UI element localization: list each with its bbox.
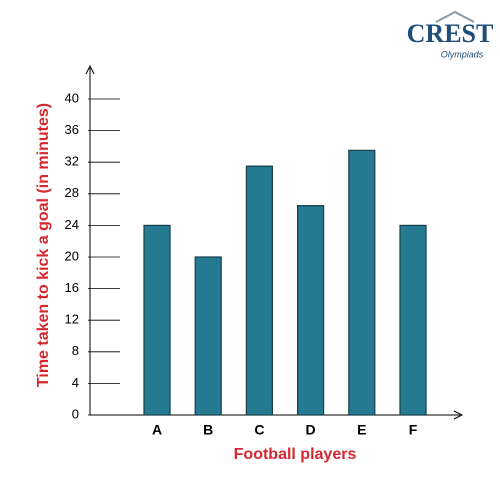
bar: [399, 224, 427, 416]
bar: [297, 205, 325, 416]
logo: CREST Olympiads: [407, 10, 494, 59]
y-tick-label: 24: [65, 217, 79, 232]
x-tick-label: E: [357, 422, 366, 438]
logo-roof: [435, 10, 475, 23]
y-tick-label: 4: [72, 375, 79, 390]
y-tick-label: 20: [65, 248, 79, 263]
bar: [245, 165, 273, 416]
y-tick-label: 28: [65, 185, 79, 200]
y-tick-label: 40: [65, 90, 79, 105]
bar: [348, 149, 376, 416]
y-axis-arrow: [85, 64, 95, 75]
logo-tagline: Olympiads: [441, 49, 484, 59]
x-axis-label: Football players: [234, 446, 357, 463]
x-axis-arrow: [453, 410, 464, 420]
x-tick-label: B: [203, 422, 213, 438]
x-tick-label: F: [409, 422, 418, 438]
y-tick-label: 12: [65, 312, 79, 327]
x-tick-label: A: [152, 422, 162, 438]
bar: [143, 224, 171, 416]
x-tick-label: C: [254, 422, 264, 438]
y-tick-label: 36: [65, 122, 79, 137]
logo-name: CREST: [407, 19, 494, 48]
y-tick-label: 16: [65, 280, 79, 295]
y-tick-label: 32: [65, 154, 79, 169]
y-axis-label: Time taken to kick a goal (in minutes): [35, 103, 52, 387]
x-tick-label: D: [306, 422, 316, 438]
y-tick-label: 8: [72, 343, 79, 358]
y-tick-label: 0: [72, 406, 79, 421]
bar: [194, 256, 222, 416]
